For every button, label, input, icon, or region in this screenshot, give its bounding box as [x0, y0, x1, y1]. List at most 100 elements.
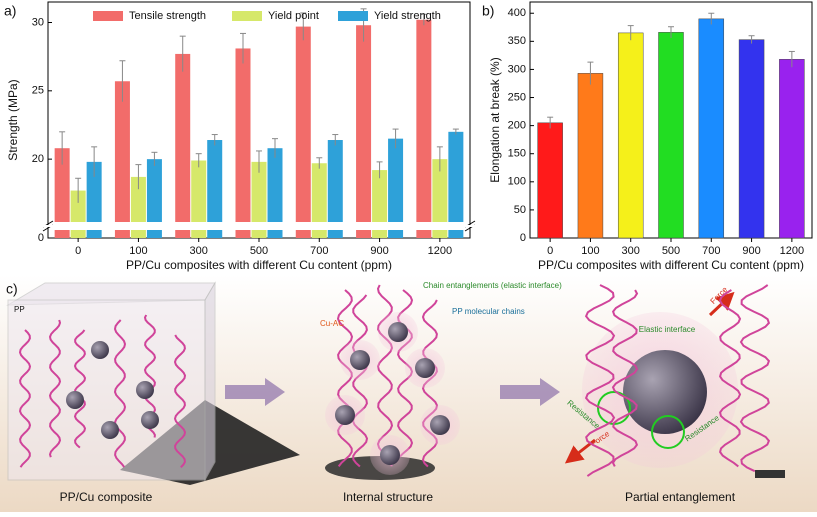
x-tick-label: 700 — [310, 245, 328, 257]
polymer-chain — [739, 284, 771, 473]
polymer-chain — [718, 289, 742, 468]
x-tick-label: 1200 — [428, 245, 452, 257]
bar — [295, 26, 311, 223]
polymer-chain — [48, 319, 62, 458]
y-tick-label: 150 — [508, 148, 526, 160]
legend-swatch — [338, 11, 368, 21]
y-tick-label: 20 — [32, 153, 44, 165]
box-front — [7, 299, 206, 481]
bar — [779, 59, 805, 239]
bar — [388, 138, 404, 222]
particle — [350, 350, 370, 370]
bar — [86, 161, 102, 222]
particle — [380, 445, 400, 465]
bar — [267, 148, 283, 222]
bar — [191, 230, 207, 238]
bar — [70, 190, 86, 222]
bar — [698, 18, 725, 239]
bar — [191, 160, 207, 222]
y-tick-label: 0 — [520, 232, 526, 244]
x-tick-label: 500 — [662, 245, 680, 257]
x-axis-title: PP/Cu composites with different Cu conte… — [126, 258, 392, 272]
x-tick-label: 0 — [75, 245, 81, 257]
y-tick-label: 350 — [508, 35, 526, 47]
bar — [448, 230, 464, 238]
bar — [295, 230, 311, 238]
panel-title: Internal structure — [343, 490, 433, 504]
bar — [54, 148, 70, 222]
particle — [66, 391, 84, 409]
bar — [432, 159, 448, 222]
y-tick-label: 400 — [508, 7, 526, 19]
particle — [101, 421, 119, 439]
y-tick-label: 100 — [508, 176, 526, 188]
bar — [738, 39, 765, 239]
polymer-chain — [173, 334, 187, 468]
bar — [267, 230, 283, 238]
panel-title: PP/Cu composite — [60, 490, 153, 504]
bar — [146, 230, 162, 238]
bar — [207, 140, 223, 222]
bar — [416, 230, 432, 238]
bar — [658, 32, 684, 239]
diagram-labels: Chain entanglements (elastic interface) … — [320, 281, 562, 328]
legend-swatch — [232, 11, 262, 21]
particle — [415, 358, 435, 378]
y-tick-label: 0 — [38, 232, 44, 244]
bar — [311, 163, 327, 222]
diagram: c) PP PP/Cu composite Internal structure… — [0, 275, 817, 512]
diagram-text: PP molecular chains — [452, 307, 525, 316]
particle — [388, 322, 408, 342]
bar — [175, 230, 191, 238]
particle — [430, 415, 450, 435]
diagram-text: PP — [14, 305, 25, 314]
legend-swatch — [93, 11, 123, 21]
polymer-chain — [73, 329, 87, 449]
bar — [251, 161, 267, 222]
bar — [86, 230, 102, 238]
panel-label: a) — [4, 3, 16, 19]
bar — [372, 230, 388, 238]
particle — [335, 405, 355, 425]
particle — [136, 381, 154, 399]
bar — [617, 32, 644, 239]
y-tick-label: 250 — [508, 91, 526, 103]
particle — [141, 411, 159, 429]
bar — [235, 230, 251, 238]
diagram-text: Cu-AC — [320, 319, 344, 328]
legend-label: Yield point — [268, 10, 319, 22]
polymer-chain — [113, 319, 127, 468]
y-axis-title: Elongation at break (%) — [488, 57, 502, 182]
bar — [388, 230, 404, 238]
y-tick-label: 30 — [32, 16, 44, 28]
bar — [235, 48, 251, 223]
polymer-chain — [351, 294, 369, 468]
bar — [327, 230, 343, 238]
legend-label: Tensile strength — [129, 10, 206, 22]
x-tick-label: 900 — [742, 245, 760, 257]
x-tick-label: 500 — [250, 245, 268, 257]
bar — [577, 73, 604, 239]
polymer-chain — [611, 289, 639, 467]
bar — [114, 230, 130, 238]
y-tick-label: 200 — [508, 120, 526, 132]
bar — [356, 230, 372, 238]
x-tick-label: 900 — [370, 245, 388, 257]
charts: a) Strength (MPa) PP/Cu composites with di… — [4, 1, 813, 272]
x-tick-label: 300 — [622, 245, 640, 257]
bar — [175, 53, 191, 223]
bar — [130, 176, 146, 222]
polymer-chain — [336, 289, 354, 468]
bar — [432, 230, 448, 238]
particle — [91, 341, 109, 359]
shadow — [755, 470, 785, 478]
bar — [114, 81, 130, 222]
bar — [251, 230, 267, 238]
x-tick-label: 300 — [190, 245, 208, 257]
force-arrow — [708, 291, 735, 317]
bar — [327, 140, 343, 222]
bar — [130, 230, 146, 238]
circle — [651, 415, 685, 449]
break-gap — [42, 225, 476, 227]
